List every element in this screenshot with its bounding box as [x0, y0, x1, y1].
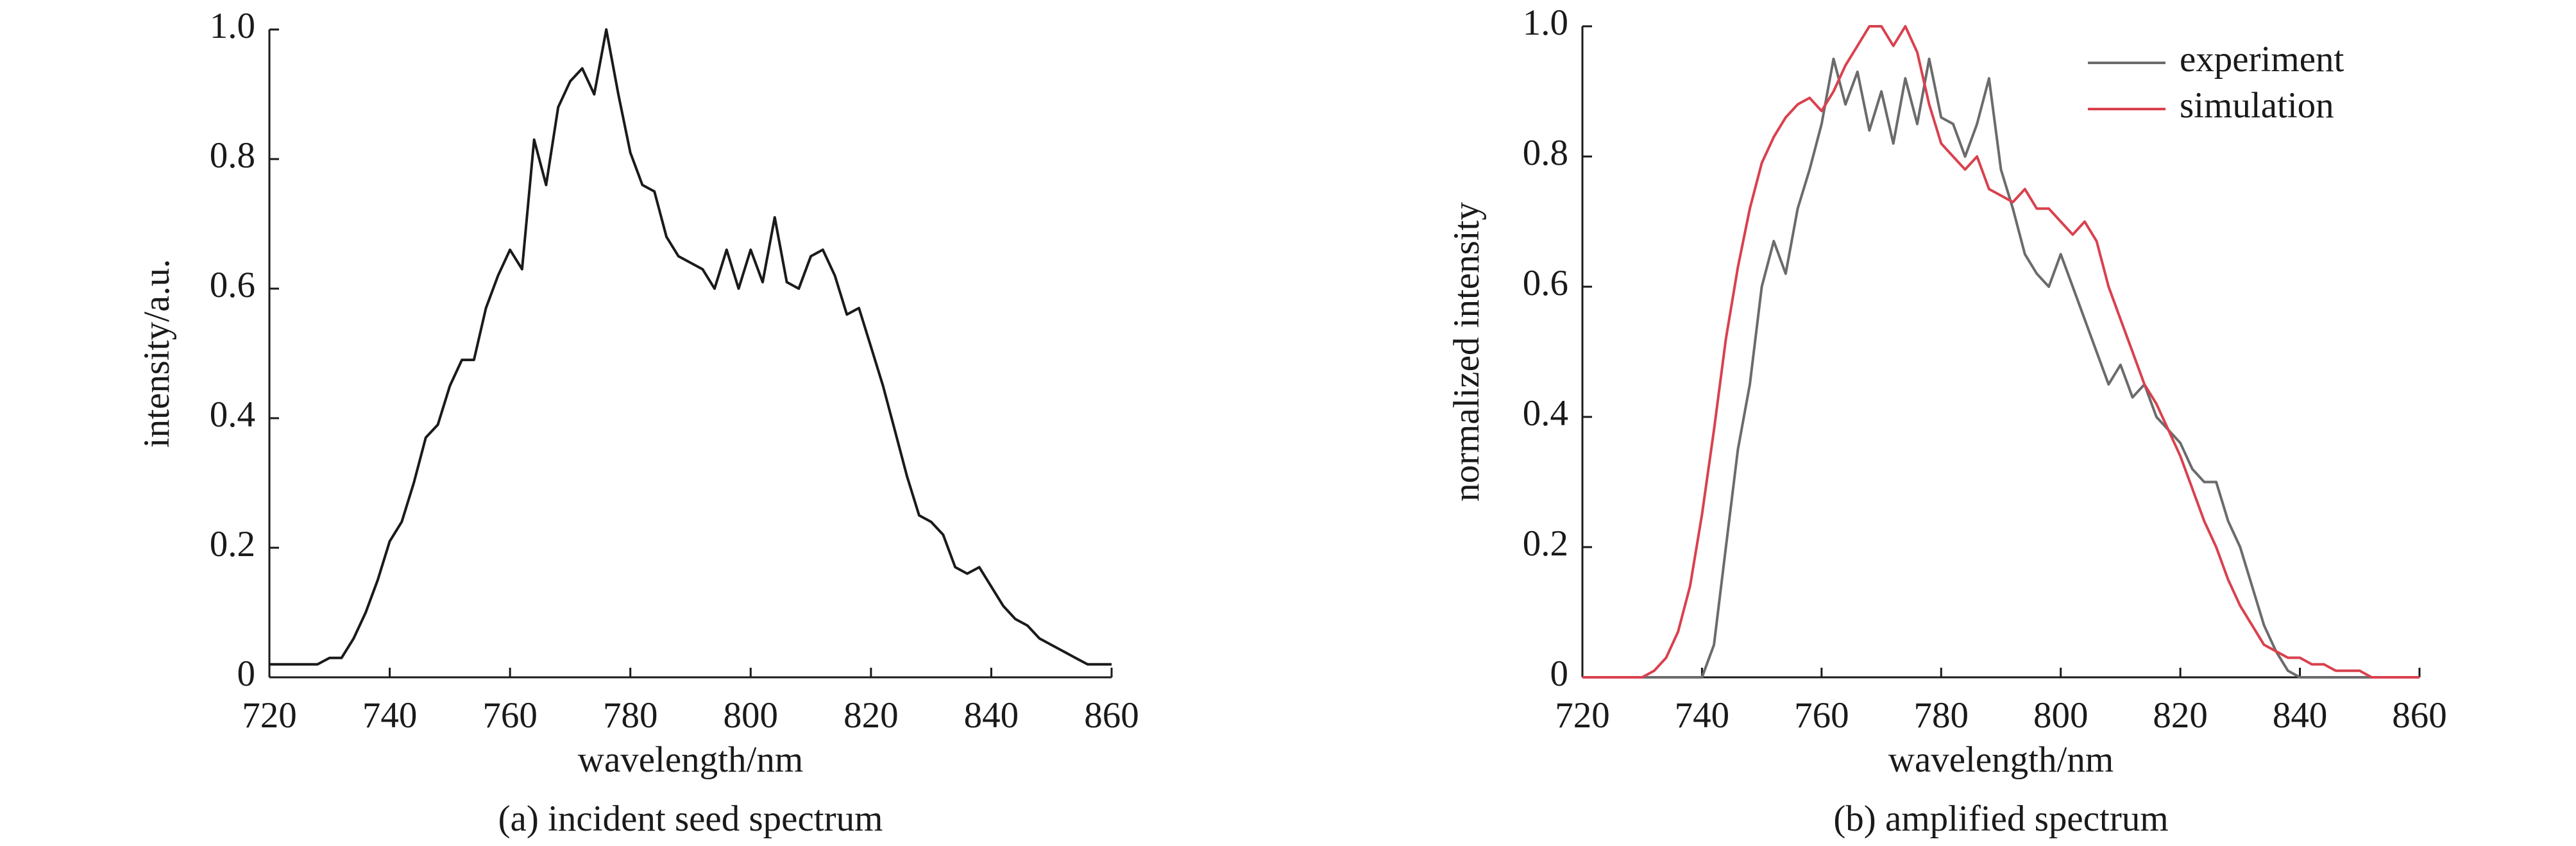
- x-tick-label: 740: [1675, 695, 1730, 736]
- y-tick-label: 0.8: [210, 135, 255, 176]
- x-tick-label: 740: [362, 695, 418, 736]
- y-tick-label: 0.8: [1523, 133, 1568, 173]
- legend-label: simulation: [2180, 85, 2334, 126]
- y-tick-label: 0: [1550, 654, 1569, 694]
- x-tick-label: 720: [242, 695, 297, 736]
- y-tick-label: 0.6: [1523, 263, 1568, 303]
- x-tick-label: 800: [2033, 695, 2089, 736]
- y-tick-label: 0: [237, 654, 256, 694]
- x-tick-label: 820: [2153, 695, 2208, 736]
- x-tick-label: 840: [964, 695, 1019, 736]
- x-tick-label: 860: [1084, 695, 1139, 736]
- y-tick-label: 1.0: [1523, 3, 1568, 43]
- x-tick-label: 860: [2392, 695, 2447, 736]
- data-line: [1582, 25, 2419, 679]
- x-tick-label: 720: [1555, 695, 1610, 736]
- y-tick-label: 0.6: [210, 265, 255, 305]
- data-line: [269, 28, 1112, 666]
- x-tick-label: 780: [1914, 695, 1969, 736]
- y-axis-label: intensity/a.u.: [137, 259, 177, 448]
- x-axis-label: wavelength/nm: [578, 740, 803, 780]
- x-axis-label: wavelength/nm: [1888, 740, 2114, 780]
- x-tick-label: 760: [482, 695, 538, 736]
- x-tick-label: 780: [603, 695, 658, 736]
- y-tick-label: 0.2: [210, 524, 255, 564]
- y-axis-label: normalized intensity: [1446, 202, 1487, 502]
- data-line: [1582, 57, 2419, 679]
- y-tick-label: 0.4: [210, 394, 255, 435]
- y-tick-label: 1.0: [210, 6, 255, 46]
- x-tick-label: 820: [843, 695, 899, 736]
- caption: (a) incident seed spectrum: [498, 799, 883, 839]
- y-tick-label: 0.2: [1523, 523, 1568, 564]
- x-tick-label: 800: [724, 695, 779, 736]
- y-tick-label: 0.4: [1523, 393, 1568, 434]
- caption: (b) amplified spectrum: [1833, 799, 2168, 839]
- x-tick-label: 840: [2273, 695, 2328, 736]
- x-tick-label: 760: [1794, 695, 1849, 736]
- legend-label: experiment: [2180, 39, 2344, 80]
